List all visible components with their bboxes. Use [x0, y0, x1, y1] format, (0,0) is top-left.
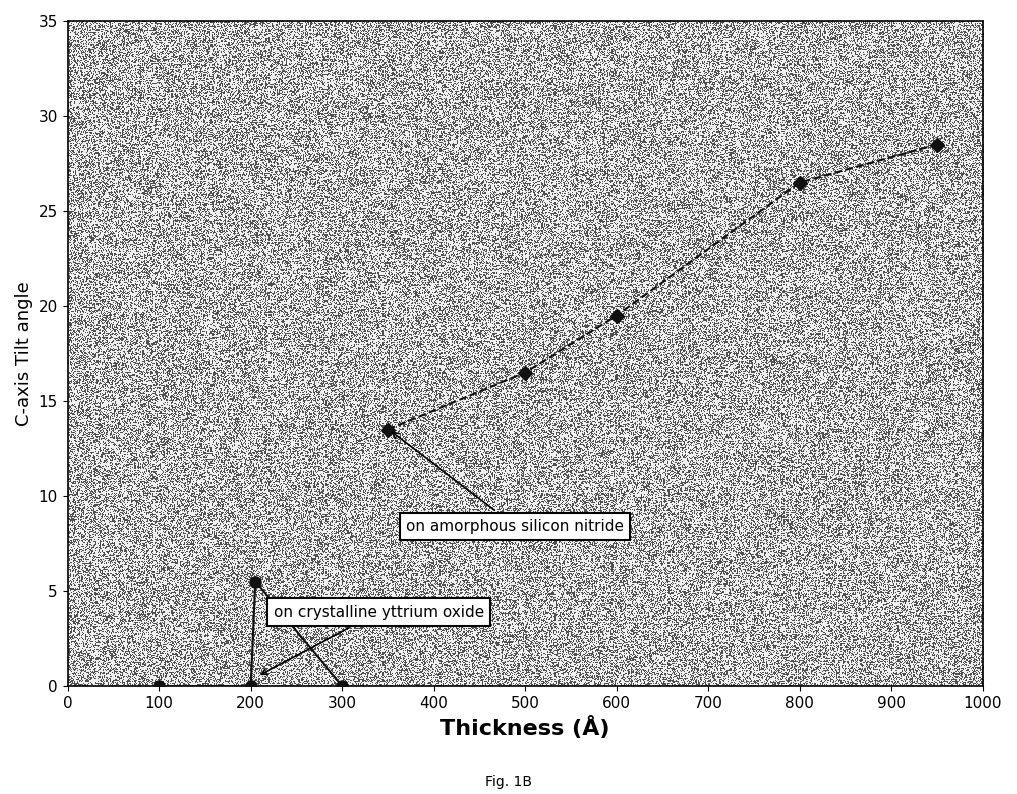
Text: on amorphous silicon nitride: on amorphous silicon nitride	[393, 433, 624, 534]
Y-axis label: C-axis Tilt angle: C-axis Tilt angle	[15, 281, 33, 426]
Text: Fig. 1B: Fig. 1B	[485, 775, 532, 789]
Text: on crystalline yttrium oxide: on crystalline yttrium oxide	[261, 604, 484, 674]
X-axis label: Thickness (Å): Thickness (Å)	[440, 716, 610, 739]
